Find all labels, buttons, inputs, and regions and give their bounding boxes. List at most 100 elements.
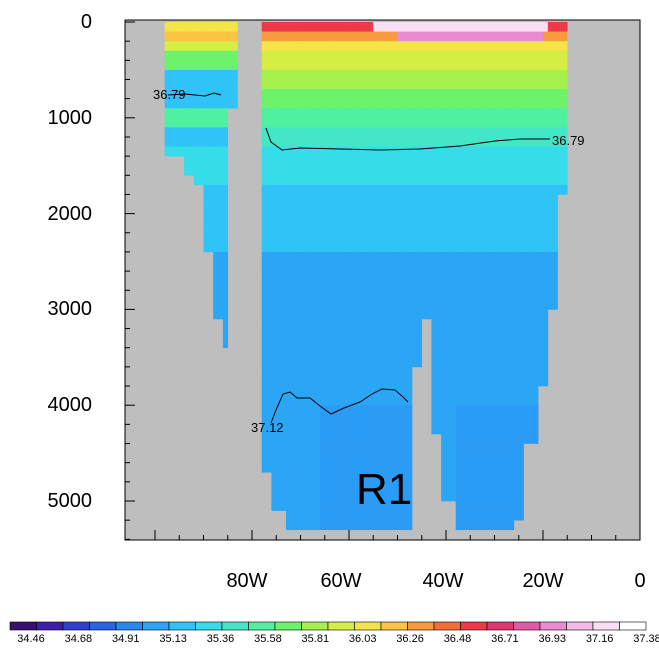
salinity-cell <box>387 79 393 90</box>
salinity-cell <box>392 22 398 32</box>
salinity-cell <box>441 271 447 281</box>
salinity-cell <box>261 50 267 61</box>
salinity-cell <box>315 31 321 42</box>
salinity-cell <box>358 136 364 147</box>
salinity-cell <box>344 376 350 387</box>
salinity-cell <box>509 108 515 119</box>
salinity-cell <box>232 50 238 61</box>
salinity-cell <box>441 50 447 61</box>
salinity-cell <box>528 50 534 61</box>
salinity-cell <box>213 98 219 109</box>
salinity-cell <box>412 136 418 147</box>
salinity-cell <box>290 338 296 349</box>
salinity-cell <box>382 280 389 291</box>
salinity-cell <box>368 433 374 444</box>
salinity-cell <box>523 251 529 262</box>
salinity-cell <box>339 481 345 492</box>
salinity-cell <box>373 472 379 483</box>
salinity-cell <box>363 338 369 349</box>
salinity-cell <box>378 136 384 147</box>
salinity-cell <box>227 89 233 99</box>
salinity-cell <box>504 405 510 416</box>
salinity-cell <box>465 424 471 435</box>
salinity-cell <box>319 347 326 358</box>
salinity-cell <box>305 386 311 396</box>
salinity-cell <box>455 510 461 521</box>
salinity-cell <box>227 22 233 32</box>
salinity-cell <box>441 261 447 272</box>
salinity-cell <box>310 69 316 80</box>
salinity-cell <box>499 194 505 205</box>
salinity-cell <box>416 175 423 186</box>
salinity-cell <box>368 290 374 301</box>
salinity-cell <box>305 50 311 61</box>
salinity-cell <box>290 117 296 128</box>
salinity-cell <box>353 79 359 90</box>
salinity-cell <box>489 146 495 157</box>
salinity-cell <box>494 146 500 157</box>
salinity-cell <box>373 223 379 234</box>
salinity-cell <box>431 280 437 291</box>
salinity-cell <box>523 60 529 71</box>
salinity-cell <box>494 328 500 339</box>
salinity-cell <box>475 376 481 387</box>
salinity-cell <box>285 366 292 377</box>
salinity-cell <box>266 184 272 195</box>
salinity-cell <box>484 60 490 71</box>
salinity-cell <box>203 223 209 234</box>
salinity-cell <box>261 328 267 339</box>
salinity-cell <box>281 242 287 253</box>
salinity-cell <box>562 146 568 157</box>
salinity-cell <box>387 98 393 109</box>
salinity-cell <box>315 242 321 253</box>
salinity-cell <box>266 261 272 272</box>
salinity-cell <box>310 41 316 52</box>
salinity-cell <box>455 414 461 425</box>
salinity-cell <box>475 89 481 99</box>
salinity-cell <box>431 290 437 301</box>
salinity-cell <box>494 242 500 253</box>
salinity-cell <box>295 50 301 61</box>
salinity-cell <box>475 79 481 90</box>
salinity-cell <box>276 376 282 387</box>
salinity-cell <box>315 184 321 195</box>
salinity-cell <box>203 146 209 157</box>
salinity-cell <box>339 347 345 358</box>
salinity-cell <box>470 204 476 214</box>
salinity-cell <box>518 299 524 310</box>
salinity-cell <box>324 481 330 492</box>
salinity-cell <box>499 146 505 157</box>
salinity-cell <box>412 290 418 301</box>
salinity-cell <box>421 98 427 109</box>
salinity-cell <box>358 376 364 387</box>
salinity-cell <box>494 204 500 214</box>
salinity-cell <box>402 79 408 90</box>
salinity-cell <box>344 156 350 167</box>
salinity-cell <box>339 69 345 80</box>
salinity-cell <box>455 146 461 157</box>
salinity-cell <box>513 165 520 176</box>
salinity-cell <box>184 41 190 52</box>
salinity-cell <box>281 433 287 444</box>
salinity-cell <box>450 98 456 109</box>
salinity-cell <box>533 79 539 90</box>
salinity-cell <box>378 453 384 463</box>
salinity-cell <box>344 60 350 71</box>
salinity-cell <box>538 69 544 80</box>
salinity-cell <box>475 424 481 435</box>
salinity-cell <box>450 175 456 186</box>
colorbar-swatch <box>539 621 567 631</box>
salinity-cell <box>499 79 505 90</box>
salinity-cell <box>261 31 267 42</box>
salinity-cell <box>557 98 563 109</box>
salinity-cell <box>402 309 408 320</box>
salinity-cell <box>543 328 549 339</box>
salinity-cell <box>281 414 287 425</box>
salinity-cell <box>416 347 423 358</box>
salinity-cell <box>203 22 209 32</box>
salinity-cell <box>441 41 447 52</box>
salinity-cell <box>387 251 393 262</box>
salinity-cell <box>315 108 321 119</box>
salinity-cell <box>349 22 355 32</box>
salinity-cell <box>261 424 267 435</box>
